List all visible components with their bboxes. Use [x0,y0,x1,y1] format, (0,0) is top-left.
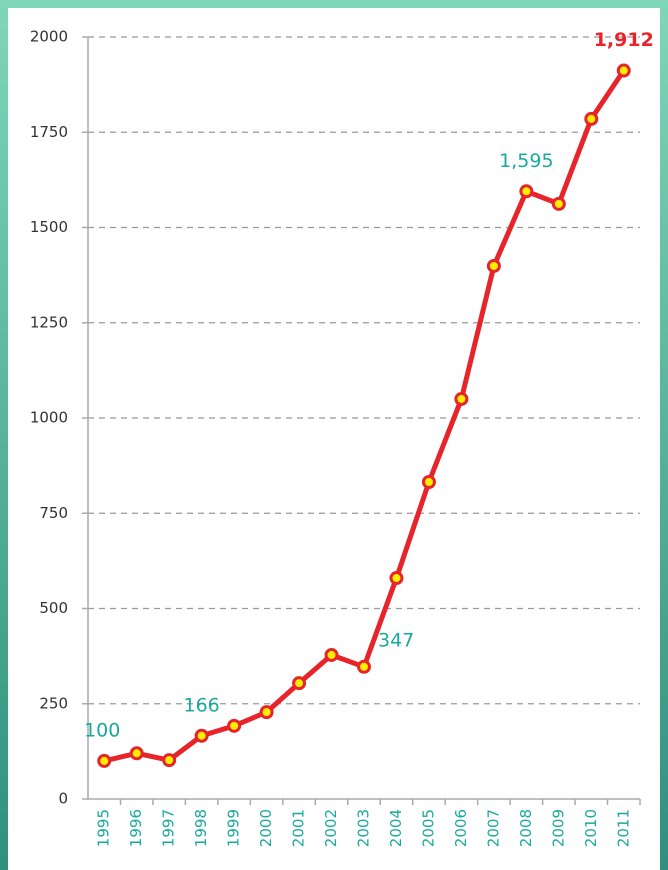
marker [162,753,177,768]
x-tick-label: 1998 [192,809,210,847]
marker [616,63,631,78]
x-tick-label: 2008 [517,809,535,847]
x-tick-label: 2003 [355,809,373,847]
y-tick-label: 2000 [30,28,68,46]
x-tick-label: 2011 [614,809,632,847]
marker [259,705,274,720]
y-tick-label: 750 [39,504,68,522]
marker [389,571,404,586]
line [103,69,626,764]
x-tick-label: 1996 [127,809,145,847]
marker [129,746,144,761]
x-tick-label: 2009 [549,809,567,847]
x-tick-label: 2006 [452,809,470,847]
y-tick-label: 250 [39,694,68,712]
x-tick-label: 2004 [387,809,405,847]
x-tick-label: 2002 [322,809,340,847]
y-tick-label: 1000 [30,409,68,427]
marker [551,196,566,211]
x-tick-label: 2001 [290,809,308,847]
y-tick-label: 0 [58,790,68,808]
marker [227,718,242,733]
marker [292,676,307,691]
x-tick-label: 2007 [484,809,502,847]
marker [357,659,371,674]
marker [519,184,534,199]
marker [584,111,599,126]
marker [486,258,501,273]
data-label: 347 [378,629,414,651]
y-tick-label: 500 [39,599,68,617]
marker [97,753,112,768]
x-tick-label: 2005 [419,809,437,847]
marker [194,728,209,743]
y-tick-label: 1250 [30,313,68,331]
y-tick-label: 1750 [30,123,68,141]
marker [454,391,469,406]
marker [324,647,339,662]
data-label: 100 [84,719,120,741]
y-tick-label: 1500 [30,218,68,236]
x-tick-label: 1999 [225,809,243,847]
x-tick-label: 1995 [95,809,113,847]
data-label: 166 [184,694,220,716]
data-label: 1,595 [499,150,553,172]
marker [421,475,436,490]
x-tick-label: 2010 [582,809,600,847]
x-tick-label: 2000 [257,809,275,847]
x-tick-label: 1997 [160,809,178,847]
data-label: 1,912 [594,29,654,51]
